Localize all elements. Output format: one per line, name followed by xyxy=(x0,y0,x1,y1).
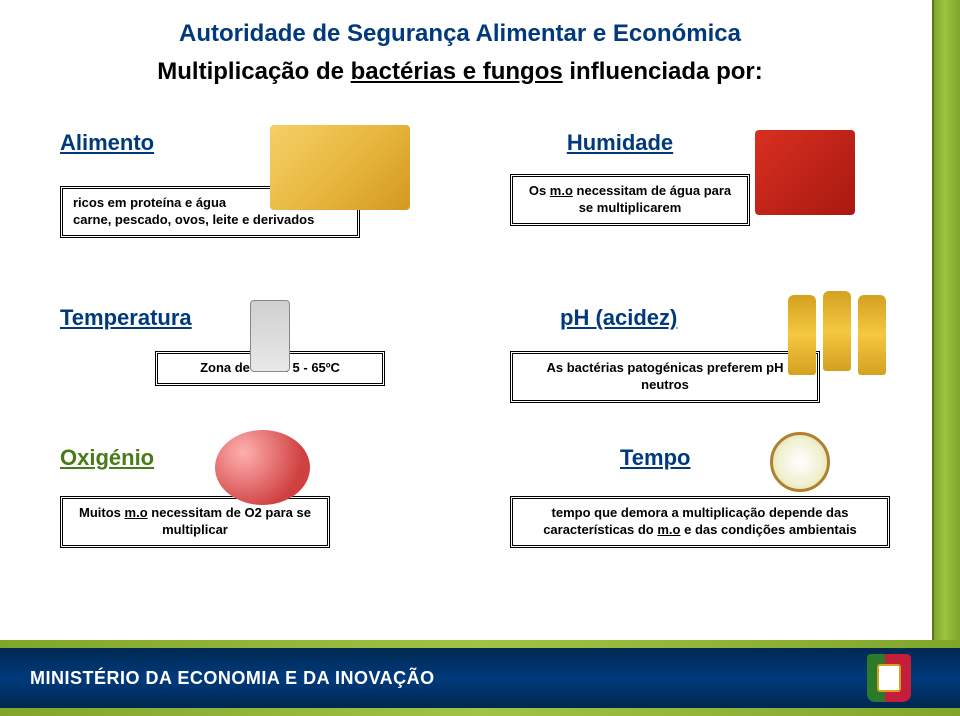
food-image xyxy=(270,125,410,210)
section-ph: pH (acidez) As bactérias patogénicas pre… xyxy=(510,305,910,403)
oil-bottle-icon xyxy=(788,295,816,375)
subtitle-underlined: bactérias e fungos xyxy=(351,58,563,85)
section-humidade: Humidade Os m.o necessitam de água para … xyxy=(510,130,890,226)
section-oxigenio: Oxigénio Muitos m.o necessitam de O2 par… xyxy=(60,445,460,548)
ministry-label: MINISTÉRIO DA ECONOMIA E DA INOVAÇÃO xyxy=(30,668,435,689)
section-tempo: Tempo tempo que demora a multiplicação d… xyxy=(510,445,910,548)
footer-top-bar xyxy=(0,640,960,648)
section-alimento: Alimento ricos em proteína e água carne,… xyxy=(60,130,440,238)
footer-body: MINISTÉRIO DA ECONOMIA E DA INOVAÇÃO xyxy=(0,648,960,708)
oxi-t1: Muitos xyxy=(79,505,125,520)
section-temperatura: Temperatura Zona de risco: 5 - 65ºC xyxy=(60,305,460,386)
oil-bottle-icon xyxy=(858,295,886,375)
slide: Autoridade de Segurança Alimentar e Econ… xyxy=(0,0,960,716)
oil-bottle-icon xyxy=(823,291,851,371)
ph-text: As bactérias patogénicas preferem pH neu… xyxy=(523,360,807,394)
clock-image xyxy=(760,427,840,507)
slide-subtitle: Multiplicação de bactérias e fungos infl… xyxy=(0,58,920,86)
ph-box: As bactérias patogénicas preferem pH neu… xyxy=(510,351,820,403)
humidade-box: Os m.o necessitam de água para se multip… xyxy=(510,174,750,226)
humidade-u: m.o xyxy=(550,183,573,198)
humidade-title: Humidade xyxy=(510,130,730,156)
org-title: Autoridade de Segurança Alimentar e Econ… xyxy=(0,20,920,48)
footer: MINISTÉRIO DA ECONOMIA E DA INOVAÇÃO xyxy=(0,640,960,716)
coat-of-arms-icon xyxy=(867,654,925,702)
tempo-u: m.o xyxy=(657,522,680,537)
humidade-t2: necessitam de água para se multiplicarem xyxy=(573,183,731,215)
right-accent-bar xyxy=(934,0,960,640)
thermometer-image xyxy=(250,300,290,372)
oxigenio-box: Muitos m.o necessitam de O2 para se mult… xyxy=(60,496,330,548)
tempo-t2: e das condições ambientais xyxy=(681,522,857,537)
humidity-image xyxy=(755,130,855,215)
oil-bottles-image xyxy=(788,287,898,382)
alimento-line2: carne, pescado, ovos, leite e derivados xyxy=(73,212,347,229)
subtitle-suffix: influenciada por: xyxy=(563,58,763,85)
subtitle-prefix: Multiplicação de xyxy=(157,58,350,85)
humidade-t1: Os xyxy=(529,183,550,198)
oxi-t2: necessitam de O2 para se multiplicar xyxy=(148,505,311,537)
footer-bottom-bar xyxy=(0,708,960,716)
clock-icon xyxy=(770,432,830,492)
oxygen-cells-image xyxy=(215,430,310,505)
oxi-u: m.o xyxy=(125,505,148,520)
